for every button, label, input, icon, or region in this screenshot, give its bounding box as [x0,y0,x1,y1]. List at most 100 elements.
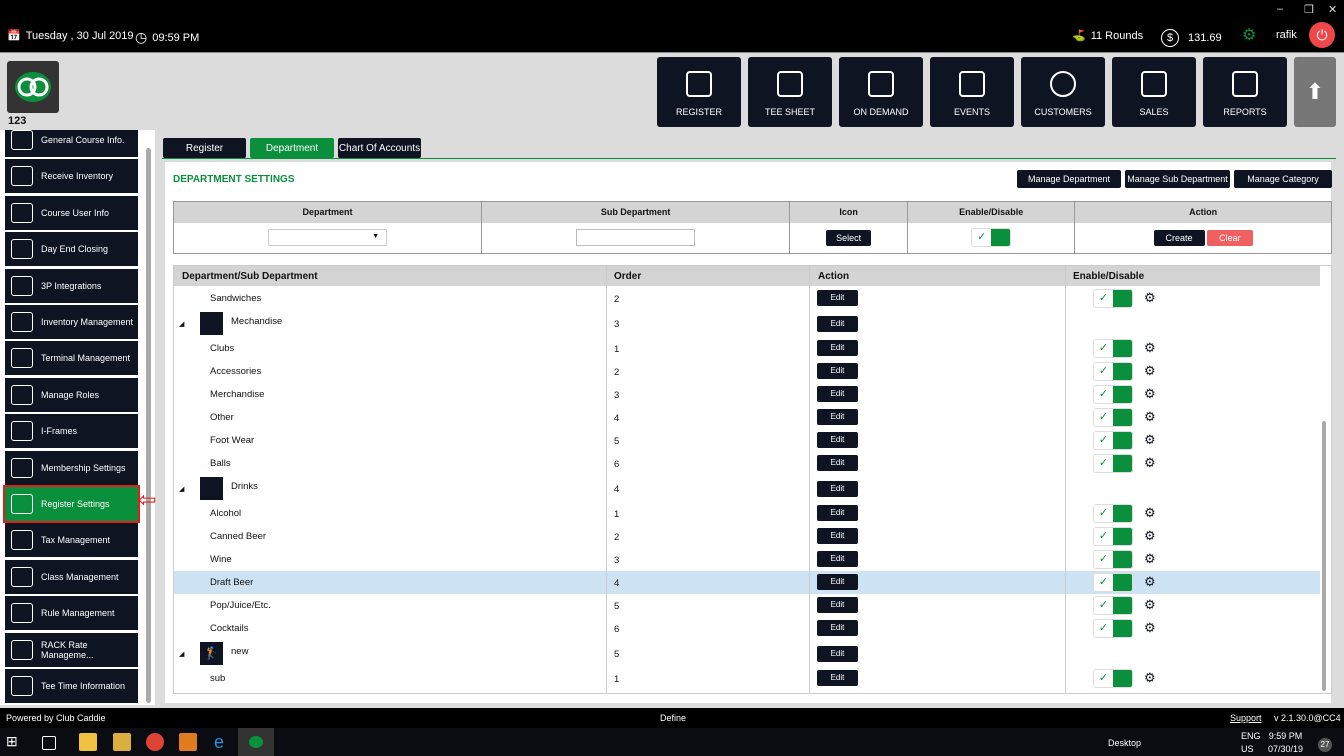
create-button[interactable]: Create [1153,229,1205,246]
sidebar-item-i-frames[interactable]: I-Frames [5,414,138,449]
chrome-icon[interactable] [146,733,164,751]
user-name[interactable]: rafik [1276,29,1297,41]
tab-department[interactable]: Department [250,138,334,158]
nav-tee-sheet[interactable]: TEE SHEET [748,57,832,127]
edit-button[interactable]: Edit [817,620,858,636]
manage-department-button[interactable]: Manage Department [1017,170,1121,188]
edge-icon[interactable]: e [214,732,225,752]
nav-reports[interactable]: REPORTS [1203,57,1287,127]
gear-icon[interactable]: ⚙ [1144,409,1156,424]
gear-icon[interactable]: ⚙ [1144,597,1156,612]
sub-department-row[interactable]: Other 4 Edit ✓ ⚙ [174,406,1320,429]
sidebar-item-rule-management[interactable]: Rule Management [5,596,138,631]
enable-toggle[interactable]: ✓ [1093,385,1133,404]
edit-button[interactable]: Edit [817,340,858,356]
gear-icon[interactable]: ⚙ [1144,620,1156,635]
gear-icon[interactable]: ⚙ [1144,432,1156,447]
close-button[interactable]: ✕ [1328,4,1338,16]
edit-button[interactable]: Edit [817,481,858,497]
sidebar-item-rack-rate-manageme[interactable]: RACK Rate Manageme... [5,632,138,667]
enable-toggle[interactable]: ✓ [1093,408,1133,427]
sub-department-row[interactable]: Foot Wear 5 Edit ✓ ⚙ [174,429,1320,452]
sub-department-row[interactable]: sub 1 Edit ✓ ⚙ [174,667,1320,690]
edit-button[interactable]: Edit [817,386,858,402]
sublime-icon[interactable] [179,733,197,751]
sub-department-row[interactable]: Merchandise 3 Edit ✓ ⚙ [174,383,1320,406]
tab-chart-of-accounts[interactable]: Chart Of Accounts [338,138,421,158]
enable-toggle[interactable]: ✓ [1093,596,1133,615]
edit-button[interactable]: Edit [817,432,858,448]
sidebar-item-tee-time-information[interactable]: Tee Time Information [5,669,138,703]
sidebar-item-3p-integrations[interactable]: 3P Integrations [5,268,138,303]
edit-button[interactable]: Edit [817,646,858,662]
windows-start-icon[interactable]: ⊞ [6,733,18,749]
gear-icon[interactable]: ⚙ [1144,505,1156,520]
department-row[interactable]: ◢ Mechandise 3 Edit [174,310,1320,337]
sidebar-item-manage-roles[interactable]: Manage Roles [5,377,138,412]
gear-icon[interactable]: ⚙ [1144,670,1156,685]
sidebar-item-tax-management[interactable]: Tax Management [5,523,138,558]
sidebar-item-membership-settings[interactable]: Membership Settings [5,450,138,485]
power-icon[interactable]: ⏻ [1309,22,1335,48]
restore-button[interactable]: ❐ [1304,4,1314,16]
manage-sub-department-button[interactable]: Manage Sub Department [1125,170,1230,188]
enable-toggle[interactable]: ✓ [1093,504,1133,523]
nav-customers[interactable]: CUSTOMERS [1021,57,1105,127]
gear-icon[interactable]: ⚙ [1144,290,1156,305]
clear-button[interactable]: Clear [1207,229,1253,246]
grid-scrollbar[interactable] [1322,421,1326,691]
collapse-caret-icon[interactable]: ◢ [179,486,185,493]
nav-register[interactable]: REGISTER [657,57,741,127]
edit-button[interactable]: Edit [817,363,858,379]
support-link[interactable]: Support [1230,713,1262,723]
clock[interactable]: 9:59 PM 07/30/19 [1268,731,1304,754]
sub-department-input[interactable] [576,229,696,247]
edit-button[interactable]: Edit [817,597,858,613]
language-indicator[interactable]: ENG US [1241,731,1261,754]
edit-button[interactable]: Edit [817,290,858,306]
sub-department-row[interactable]: Pop/Juice/Etc. 5 Edit ✓ ⚙ [174,594,1320,617]
gear-icon[interactable]: ⚙ [1144,386,1156,401]
nav-sales[interactable]: SALES [1112,57,1196,127]
enable-toggle[interactable]: ✓ [1093,619,1133,638]
sub-department-row[interactable]: Accessories 2 Edit ✓ ⚙ [174,360,1320,383]
gear-icon[interactable]: ⚙ [1144,340,1156,355]
sub-department-row[interactable]: Canned Beer 2 Edit ✓ ⚙ [174,525,1320,548]
sub-department-row[interactable]: Wine 3 Edit ✓ ⚙ [174,548,1320,571]
file-explorer-icon[interactable] [79,733,97,751]
edit-button[interactable]: Edit [817,528,858,544]
edit-button[interactable]: Edit [817,409,858,425]
department-select[interactable]: ▼ [268,229,388,247]
sub-department-row[interactable]: Clubs 1 Edit ✓ ⚙ [174,337,1320,360]
gear-icon[interactable]: ⚙ [1144,363,1156,378]
sidebar-item-register-settings[interactable]: Register Settings [3,485,140,523]
sidebar-item-receive-inventory[interactable]: Receive Inventory [5,159,138,194]
sub-department-row[interactable]: Cocktails 6 Edit ✓ ⚙ [174,617,1320,640]
gear-icon[interactable]: ⚙ [1144,455,1156,470]
sidebar-item-day-end-closing[interactable]: Day End Closing [5,232,138,267]
enable-toggle[interactable]: ✓ [1093,454,1133,473]
enable-toggle[interactable]: ✓ [1093,362,1133,381]
enable-toggle[interactable]: ✓ [1093,550,1133,569]
sub-department-row[interactable]: Balls 6 Edit ✓ ⚙ [174,452,1320,475]
enable-toggle[interactable]: ✓ [1093,573,1133,592]
tab-register[interactable]: Register [163,138,246,158]
enable-toggle[interactable]: ✓ [971,228,1012,248]
sub-department-row[interactable]: Draft Beer 4 Edit ✓ ⚙ [174,571,1320,594]
nav-on-demand[interactable]: ON DEMAND [839,57,923,127]
enable-toggle[interactable]: ✓ [1093,527,1133,546]
manage-category-button[interactable]: Manage Category [1234,170,1332,188]
collapse-caret-icon[interactable]: ◢ [179,321,185,328]
club-caddie-logo[interactable] [7,61,59,113]
club-caddie-taskbar-icon[interactable] [238,728,274,756]
app-icon[interactable] [113,733,131,751]
edit-button[interactable]: Edit [817,551,858,567]
nav-events[interactable]: EVENTS [930,57,1014,127]
edit-button[interactable]: Edit [817,670,858,686]
gear-icon[interactable]: ⚙ [1144,551,1156,566]
sub-department-row[interactable]: Alcohol 1 Edit ✓ ⚙ [174,502,1320,525]
sidebar-item-terminal-management[interactable]: Terminal Management [5,341,138,376]
select-icon-button[interactable]: Select [826,229,872,246]
enable-toggle[interactable]: ✓ [1093,289,1133,308]
gear-icon[interactable]: ⚙ [1144,528,1156,543]
